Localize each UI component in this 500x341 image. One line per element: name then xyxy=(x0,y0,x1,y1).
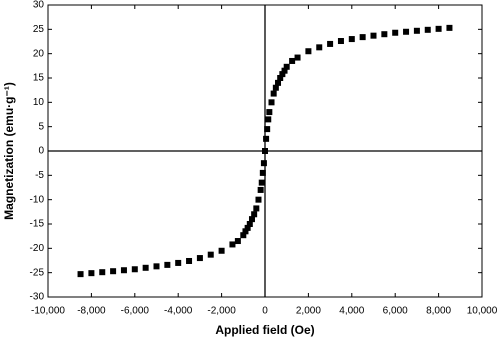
data-point xyxy=(381,31,388,38)
data-point xyxy=(255,196,262,203)
data-point xyxy=(77,271,84,278)
y-tick-label: 20 xyxy=(33,48,45,59)
data-point xyxy=(424,26,431,33)
y-tick-label: -20 xyxy=(30,243,45,254)
data-point xyxy=(234,238,241,245)
x-tick-label: 10,000 xyxy=(467,306,498,317)
data-point xyxy=(305,48,312,55)
data-point xyxy=(337,38,344,45)
data-point xyxy=(277,75,284,81)
data-point xyxy=(266,109,273,116)
y-tick-label: -5 xyxy=(35,170,44,181)
data-point xyxy=(259,169,266,176)
data-point xyxy=(186,257,193,264)
data-point xyxy=(248,216,255,223)
data-point xyxy=(251,211,258,218)
data-point xyxy=(370,32,377,39)
x-tick-label: 8,000 xyxy=(426,306,451,317)
data-point xyxy=(403,28,410,35)
data-point xyxy=(207,251,214,258)
data-point xyxy=(246,221,253,227)
y-tick-label: -30 xyxy=(30,292,45,303)
x-tick-label: -4,000 xyxy=(164,306,193,317)
x-tick-label: -8,000 xyxy=(77,306,106,317)
data-point xyxy=(289,57,296,64)
data-point xyxy=(244,224,251,231)
data-point xyxy=(229,241,236,248)
data-point xyxy=(275,79,282,86)
data-point xyxy=(263,135,270,142)
data-point xyxy=(446,24,453,31)
data-point xyxy=(348,36,355,43)
y-tick-label: 30 xyxy=(33,0,45,11)
data-point xyxy=(253,205,260,212)
y-tick-label: 15 xyxy=(33,73,45,84)
data-point xyxy=(88,270,95,277)
data-point xyxy=(164,261,171,268)
data-point xyxy=(260,160,267,167)
data-point xyxy=(218,247,225,254)
data-point xyxy=(327,40,334,47)
x-tick-label: 4,000 xyxy=(339,306,364,317)
y-tick-label: 0 xyxy=(38,146,44,157)
data-point xyxy=(153,263,160,270)
x-tick-label: 2,000 xyxy=(296,306,321,317)
y-tick-label: 5 xyxy=(38,121,44,132)
data-point xyxy=(196,255,203,262)
data-point xyxy=(240,232,247,239)
data-point xyxy=(294,54,301,61)
data-point xyxy=(270,90,277,97)
data-point xyxy=(142,264,149,271)
data-point xyxy=(279,71,286,78)
data-point xyxy=(413,27,420,34)
y-axis-label: Magnetization (emu·g⁻¹) xyxy=(2,82,16,220)
data-point xyxy=(262,148,268,154)
data-point xyxy=(359,34,366,41)
y-tick-label: 10 xyxy=(33,97,45,108)
y-tick-label: -25 xyxy=(30,267,45,278)
data-point xyxy=(99,269,106,276)
x-axis-label: Applied field (Oe) xyxy=(215,323,314,337)
data-point xyxy=(283,63,290,70)
data-point xyxy=(110,268,117,275)
x-tick-label: 0 xyxy=(262,306,268,317)
x-tick-label: 6,000 xyxy=(383,306,408,317)
data-point xyxy=(242,228,249,235)
data-point xyxy=(264,126,271,133)
data-point xyxy=(435,25,442,32)
data-point xyxy=(258,179,265,186)
data-point xyxy=(257,186,264,193)
x-tick-label: -6,000 xyxy=(121,306,150,317)
data-point xyxy=(265,116,272,123)
data-point xyxy=(131,266,138,273)
x-tick-label: -2,000 xyxy=(207,306,236,317)
y-tick-label: -15 xyxy=(30,219,45,230)
data-point xyxy=(392,29,399,36)
data-point xyxy=(272,84,279,91)
data-point xyxy=(175,259,182,266)
data-point xyxy=(281,67,288,74)
y-tick-label: 25 xyxy=(33,24,45,35)
data-point xyxy=(268,99,275,106)
y-tick-label: -10 xyxy=(30,194,45,205)
data-point xyxy=(316,44,323,51)
x-tick-label: -10,000 xyxy=(31,306,65,317)
data-point xyxy=(120,267,127,274)
